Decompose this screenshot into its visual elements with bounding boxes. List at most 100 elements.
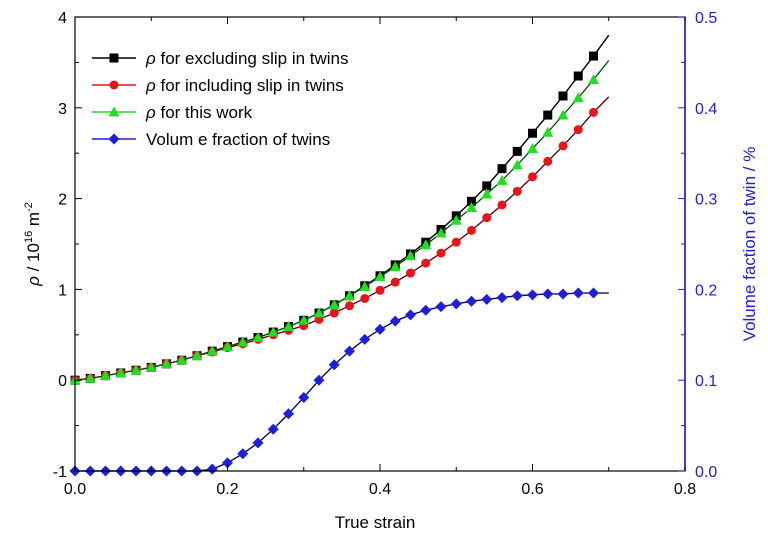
series-4-point xyxy=(588,287,599,299)
y-right-tick-label: 0.3 xyxy=(695,192,717,209)
series-3-point xyxy=(389,261,401,272)
series-1-point xyxy=(497,164,507,174)
series-3-point xyxy=(328,299,340,310)
series-1-point xyxy=(589,51,598,61)
legend-label-text: for this work xyxy=(156,103,253,122)
series-1-point xyxy=(528,128,537,138)
series-3-point xyxy=(191,350,203,361)
y-right-tick-label: 0.4 xyxy=(695,101,717,118)
series-2-point xyxy=(543,156,553,166)
y-axis-left-unit: m xyxy=(24,212,43,231)
y-right-tick-label: 0.1 xyxy=(695,373,717,390)
series-3-point xyxy=(145,361,157,372)
series-2-point xyxy=(497,200,507,210)
series-2-point xyxy=(329,308,339,318)
legend-item-3: ρ for this work xyxy=(92,103,253,122)
series-4-point xyxy=(435,301,447,313)
series-4-point xyxy=(466,295,477,307)
series-4-point xyxy=(313,374,325,386)
series-1-point xyxy=(543,110,553,120)
series-4-point xyxy=(283,408,294,420)
series-3-point xyxy=(237,336,249,347)
y-axis-left-exponent-1: 16 xyxy=(23,231,35,243)
series-3-point xyxy=(374,271,386,282)
y-axis-left-title: ρ / 1016 m-2 xyxy=(23,202,43,287)
series-2-point xyxy=(390,277,400,287)
legend-label-symbol: ρ xyxy=(145,49,156,68)
series-3-point xyxy=(267,326,279,337)
series-4-point xyxy=(222,457,233,469)
series-1-point xyxy=(482,181,492,191)
series-4-point xyxy=(481,293,493,305)
x-axis-title: True strain xyxy=(335,513,416,532)
series-2-point xyxy=(360,293,370,303)
series-4-point xyxy=(572,287,584,299)
series-3-point xyxy=(176,354,188,365)
series-2-point xyxy=(436,248,446,258)
y-axis-left-exponent-2: -2 xyxy=(23,202,35,212)
x-tick-label: 0.8 xyxy=(674,481,696,498)
series-3-point xyxy=(222,341,233,352)
y-left-tick-label: -1 xyxy=(53,464,67,481)
series-1-point xyxy=(558,91,568,101)
series-3-point xyxy=(572,92,584,103)
series-4-line xyxy=(75,292,609,472)
series-4-fit-line xyxy=(75,292,609,472)
series-3-point xyxy=(344,290,355,301)
legend-label-symbol: ρ xyxy=(145,76,156,95)
series-2-point xyxy=(589,107,598,117)
series-3-point xyxy=(298,314,310,325)
series-3-point xyxy=(252,332,264,342)
series-3-point xyxy=(283,321,294,332)
series-4-point xyxy=(344,345,355,357)
series-3-point xyxy=(100,370,111,381)
series-2-point xyxy=(421,258,431,268)
legend-label-text: for excluding slip in twins xyxy=(156,49,349,68)
x-tick-label: 0.4 xyxy=(369,481,391,498)
series-4-point xyxy=(557,288,569,300)
legend-marker xyxy=(108,133,120,145)
y-left-tick-label: 3 xyxy=(58,101,67,118)
series-4-point xyxy=(237,448,249,460)
series-3-point xyxy=(588,74,599,85)
series-2-point xyxy=(512,186,522,196)
y-axis-left-text: / 10 xyxy=(24,243,43,276)
series-4-point xyxy=(252,437,264,449)
x-tick-label: 0.6 xyxy=(521,481,543,498)
legend-label-text: Volum e fraction of twins xyxy=(146,130,330,149)
series-1-point xyxy=(573,71,583,81)
series-1-point xyxy=(512,146,522,156)
series-2-point xyxy=(528,172,537,182)
series-4-point xyxy=(542,288,554,300)
series-3-point xyxy=(405,250,416,261)
x-tick-label: 0.2 xyxy=(216,481,238,498)
series-4-point xyxy=(298,391,310,403)
series-3-point xyxy=(130,364,142,375)
legend-label: ρ for this work xyxy=(145,103,253,122)
series-2-point xyxy=(406,268,415,278)
legend-label: ρ for including slip in twins xyxy=(145,76,344,95)
series-2-point xyxy=(573,125,583,135)
series-4 xyxy=(69,287,609,477)
series-3-point xyxy=(496,174,508,185)
series-3-point xyxy=(481,188,493,199)
series-3-point xyxy=(466,202,477,213)
series-4-point xyxy=(206,463,218,475)
legend-label-symbol: ρ xyxy=(145,103,156,122)
legend: ρ for excluding slip in twins ρ for inclu… xyxy=(92,49,349,149)
series-4-point xyxy=(328,359,340,371)
legend-label: Volum e fraction of twins xyxy=(146,130,330,149)
series-3-point xyxy=(115,367,127,378)
y-right-tick-label: 0.0 xyxy=(695,464,717,481)
series-4-point xyxy=(374,323,386,335)
y-axis-left-symbol: ρ xyxy=(24,276,43,287)
series-4-point xyxy=(267,423,279,435)
series-2-point xyxy=(451,237,461,247)
legend-marker xyxy=(109,53,119,63)
legend-item-4: Volum e fraction of twins xyxy=(92,130,330,149)
series-2-point xyxy=(482,213,492,223)
series-1-point xyxy=(467,196,476,206)
y-right-tick-label: 0.2 xyxy=(695,282,717,299)
series-4-point xyxy=(405,309,416,321)
series-3-point xyxy=(206,345,218,356)
